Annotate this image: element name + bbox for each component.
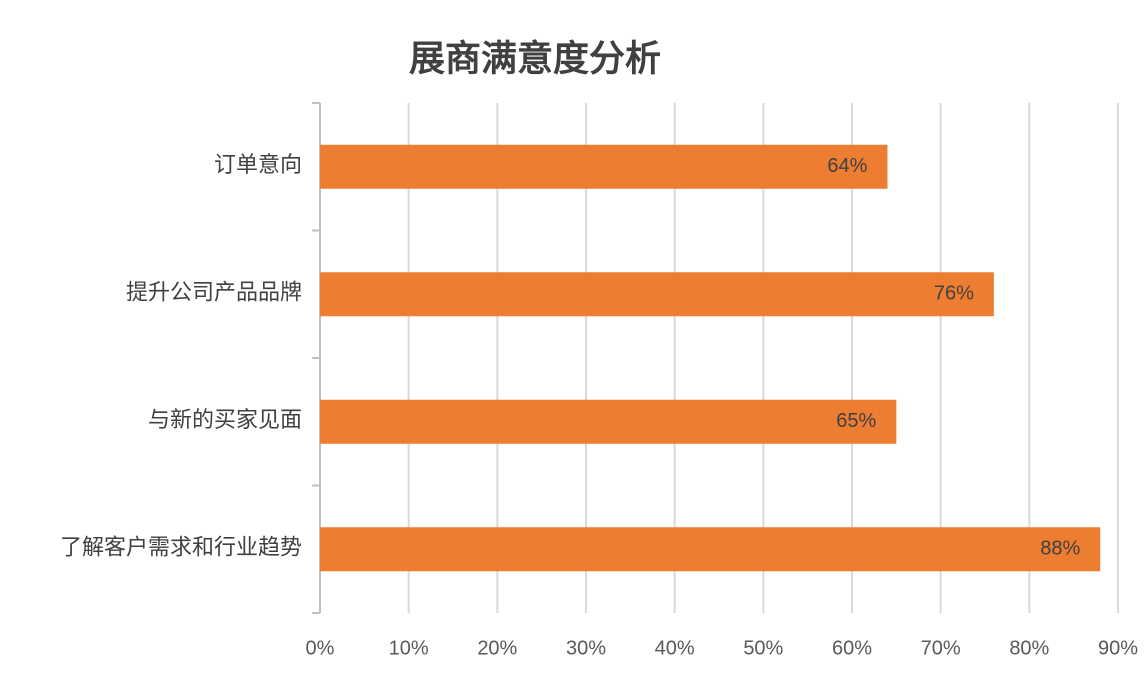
y-tick-label: 与新的买家见面	[148, 407, 302, 432]
bar	[320, 399, 897, 444]
y-tick-label: 提升公司产品品牌	[126, 279, 302, 304]
x-tick-label: 60%	[832, 637, 872, 659]
x-tick-label: 10%	[389, 637, 429, 659]
x-tick-label: 20%	[477, 637, 517, 659]
value-label: 64%	[827, 155, 867, 177]
x-tick-label: 30%	[566, 637, 606, 659]
x-tick-label: 50%	[743, 637, 783, 659]
value-label: 65%	[836, 410, 876, 432]
bar	[320, 527, 1101, 572]
value-label: 76%	[934, 283, 974, 305]
value-label: 88%	[1040, 538, 1080, 560]
x-tick-label: 40%	[655, 637, 695, 659]
x-tick-label: 70%	[921, 637, 961, 659]
y-tick-label: 了解客户需求和行业趋势	[60, 534, 302, 559]
x-tick-label: 90%	[1098, 637, 1138, 659]
bar	[320, 272, 994, 317]
chart-title: 展商满意度分析	[409, 38, 661, 78]
bar	[320, 144, 888, 189]
x-tick-label: 0%	[306, 637, 335, 659]
y-tick-label: 订单意向	[214, 152, 302, 177]
x-tick-label: 80%	[1009, 637, 1049, 659]
